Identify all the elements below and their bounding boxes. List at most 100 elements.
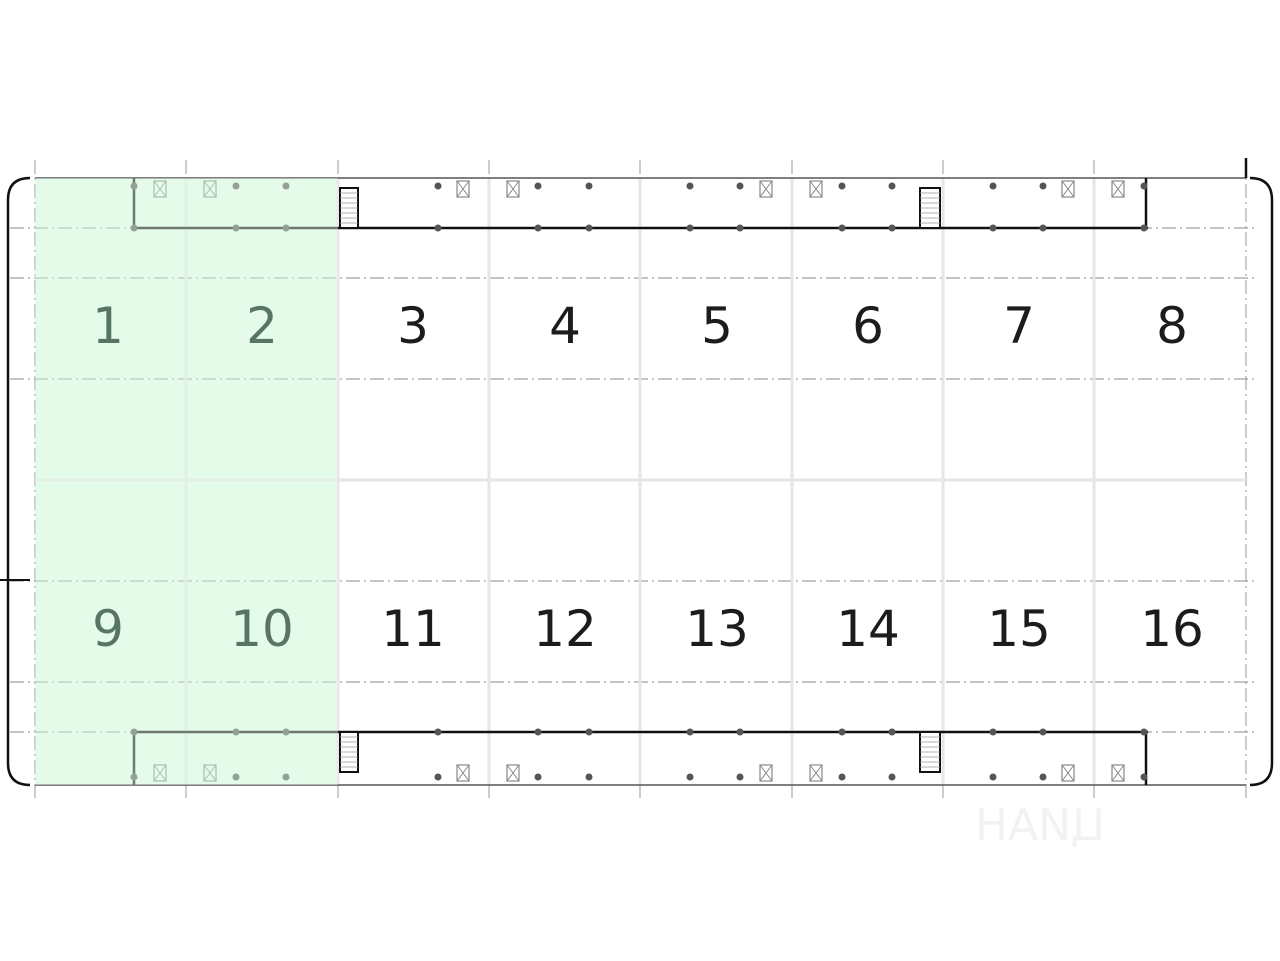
walls: [0, 158, 1274, 787]
shaft-box: [456, 764, 470, 782]
watermark: ЦИАН: [975, 800, 1105, 851]
shaft-box: [153, 764, 167, 782]
column: [282, 728, 290, 736]
shaft-cross: [203, 180, 217, 198]
column: [232, 728, 240, 736]
unit-label[interactable]: 12: [533, 600, 597, 658]
unit-label[interactable]: 1: [92, 297, 124, 355]
column: [232, 224, 240, 232]
shaft-cross: [203, 764, 217, 782]
shaft-box: [809, 764, 823, 782]
shaft-cross: [1061, 764, 1075, 782]
outer-wall-right: [1249, 176, 1274, 787]
column: [1039, 224, 1047, 232]
unit-label[interactable]: 8: [1156, 297, 1188, 355]
column: [130, 224, 138, 232]
unit-label[interactable]: 13: [685, 600, 749, 658]
shaft-cross: [1111, 180, 1125, 198]
column: [232, 773, 240, 781]
column: [1039, 182, 1047, 190]
column: [1039, 728, 1047, 736]
unit-label[interactable]: 15: [987, 600, 1051, 658]
column: [282, 773, 290, 781]
column: [585, 773, 593, 781]
column: [686, 224, 694, 232]
column: [888, 182, 896, 190]
shaft-cross: [759, 764, 773, 782]
axis-grid: [10, 160, 1256, 800]
unit-label[interactable]: 16: [1140, 600, 1204, 658]
shaft-box: [809, 180, 823, 198]
column: [736, 773, 744, 781]
column: [888, 224, 896, 232]
shaft-box: [506, 180, 520, 198]
column: [534, 182, 542, 190]
column: [434, 224, 442, 232]
column: [989, 182, 997, 190]
unit-label[interactable]: 4: [549, 297, 581, 355]
column: [434, 728, 442, 736]
column: [686, 728, 694, 736]
unit-label[interactable]: 3: [397, 297, 429, 355]
column: [130, 182, 138, 190]
column: [585, 224, 593, 232]
column: [1039, 773, 1047, 781]
unit-cells: 1 2 3 4 5 6 7 89 10 11 12 13 14 15 16: [92, 297, 1204, 658]
column: [989, 728, 997, 736]
unit-label[interactable]: 14: [836, 600, 900, 658]
shaft-cross: [506, 764, 520, 782]
unit-label[interactable]: 10: [230, 600, 294, 658]
unit-label[interactable]: 5: [701, 297, 733, 355]
column: [585, 182, 593, 190]
column: [736, 182, 744, 190]
shaft-cross: [456, 764, 470, 782]
unit-label[interactable]: 9: [92, 600, 124, 658]
shaft-box: [1111, 180, 1125, 198]
column: [282, 224, 290, 232]
shaft-cross: [809, 764, 823, 782]
unit-label[interactable]: 6: [852, 297, 884, 355]
shaft-box: [506, 764, 520, 782]
shaft-cross: [759, 180, 773, 198]
shaft-box: [1061, 764, 1075, 782]
column: [838, 182, 846, 190]
unit-label[interactable]: 2: [246, 297, 278, 355]
column: [888, 773, 896, 781]
shaft-cross: [1061, 180, 1075, 198]
shaft-cross: [506, 180, 520, 198]
column: [232, 182, 240, 190]
shaft-cross: [1111, 764, 1125, 782]
shaft-cross: [456, 180, 470, 198]
shaft-box: [203, 764, 217, 782]
column: [736, 728, 744, 736]
column: [534, 728, 542, 736]
shaft-cross: [153, 180, 167, 198]
column: [686, 182, 694, 190]
unit-label[interactable]: 7: [1003, 297, 1035, 355]
shaft-box: [1061, 180, 1075, 198]
outer-wall-left: [6, 176, 31, 787]
shaft-box: [203, 180, 217, 198]
column: [888, 728, 896, 736]
column: [282, 182, 290, 190]
column: [1140, 728, 1148, 736]
column: [534, 224, 542, 232]
column: [989, 773, 997, 781]
column: [838, 728, 846, 736]
shaft-box: [456, 180, 470, 198]
column: [1140, 224, 1148, 232]
highlight-overlay: [186, 178, 338, 785]
column: [585, 728, 593, 736]
column: [686, 773, 694, 781]
shaft-cross: [809, 180, 823, 198]
unit-label[interactable]: 11: [381, 600, 445, 658]
shaft-box: [759, 180, 773, 198]
column: [130, 773, 138, 781]
column: [434, 182, 442, 190]
column: [534, 773, 542, 781]
column: [434, 773, 442, 781]
column: [130, 728, 138, 736]
shaft-box: [153, 180, 167, 198]
column: [736, 224, 744, 232]
